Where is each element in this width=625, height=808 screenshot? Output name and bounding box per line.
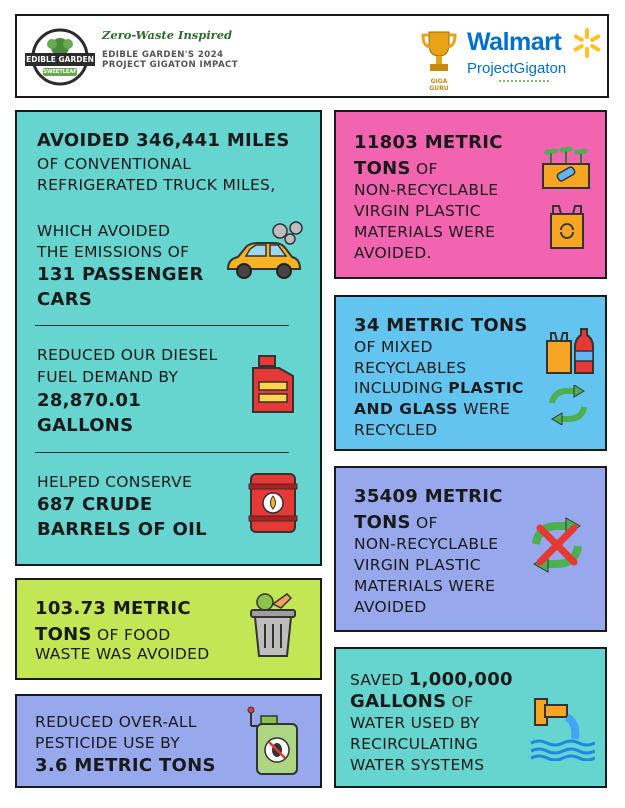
plastic1-headline: 11803 METRIC xyxy=(354,132,503,153)
divider xyxy=(35,325,289,326)
pesticide-value: 3.6 METRIC TONS xyxy=(35,755,216,776)
card-pesticide: REDUCED OVER-ALL PESTICIDE USE BY 3.6 ME… xyxy=(15,694,322,788)
card-water-saved: SAVED 1,000,000 GALLONS OF WATER USED BY… xyxy=(334,647,607,788)
recycle-plastic: PLASTIC xyxy=(448,379,524,397)
recycle-text-6: RECYCLED xyxy=(354,421,438,439)
giga-guru-logo: GIGA GURU xyxy=(420,26,458,92)
card-plastic-avoided-1: 11803 METRIC TONS OF NON-RECYCLABLE VIRG… xyxy=(334,110,607,279)
recycle-text-4: INCLUDING PLASTIC xyxy=(354,378,524,399)
card-truck-miles: AVOIDED 346,441 MILES OF CONVENTIONAL RE… xyxy=(15,110,322,566)
card-recycled: 34 METRIC TONS OF MIXED RECYCLABLES INCL… xyxy=(334,295,607,451)
food-tons: TONS xyxy=(35,624,92,645)
diesel-unit: GALLONS xyxy=(37,415,134,436)
water-of: OF xyxy=(446,693,474,711)
miles-cars-1: 131 PASSENGER xyxy=(37,264,204,285)
plastic-bag-icon xyxy=(550,205,584,249)
card-plastic-avoided-2: 35409 METRIC TONS OF NON-RECYCLABLE VIRG… xyxy=(334,466,607,632)
water-text-4: RECIRCULATING xyxy=(350,735,479,753)
miles-cars-2: CARS xyxy=(37,289,93,310)
plastic2-text-3: NON-RECYCLABLE xyxy=(354,535,499,553)
food-line2: TONS OF FOOD xyxy=(35,622,170,647)
food-of-food: OF FOOD xyxy=(91,626,171,644)
pesticide-sprayer-icon xyxy=(247,706,298,775)
plastic2-text-5: MATERIALS WERE xyxy=(354,577,496,595)
header-title-line1: EDIBLE GARDEN'S 2024 xyxy=(102,50,224,60)
plastic2-tons: TONS xyxy=(354,512,411,533)
fuel-can-icon xyxy=(252,355,294,413)
plastic1-tons: TONS xyxy=(354,158,411,179)
plastic1-of: OF xyxy=(410,160,438,178)
water-gallons: GALLONS xyxy=(350,691,447,712)
plastic2-headline: 35409 METRIC xyxy=(354,486,503,507)
tagline: Zero-Waste Inspired xyxy=(102,28,233,42)
water-text-3: WATER USED BY xyxy=(350,714,480,732)
project-gigaton-wordmark: ProjectGigaton xyxy=(467,60,567,77)
food-bin-icon xyxy=(250,593,296,657)
recycle-arrows-icon xyxy=(549,385,587,425)
diesel-text-2: FUEL DEMAND BY xyxy=(37,368,179,386)
header-title-line2: PROJECT GIGATON IMPACT xyxy=(102,60,238,70)
logo-text: EDIBLE GARDEN xyxy=(26,55,94,64)
divider xyxy=(35,452,289,453)
oil-value: 687 CRUDE xyxy=(37,494,153,515)
plastic1-line2: TONS OF xyxy=(354,156,438,181)
plastic1-text-6: AVOIDED. xyxy=(354,244,432,262)
plastic1-text-4: VIRGIN PLASTIC xyxy=(354,202,481,220)
miles-headline: AVOIDED 346,441 MILES xyxy=(37,130,290,151)
pesticide-text-1: REDUCED OVER-ALL xyxy=(35,713,197,731)
water-line1: SAVED 1,000,000 xyxy=(350,667,513,692)
oil-barrel-icon xyxy=(248,473,298,533)
oil-unit: BARRELS OF OIL xyxy=(37,519,207,540)
water-saved: SAVED xyxy=(350,671,409,689)
pesticide-text-2: PESTICIDE USE BY xyxy=(35,734,181,752)
water-value: 1,000,000 xyxy=(408,669,513,690)
miles-text-2: REFRIGERATED TRUCK MILES, xyxy=(37,176,276,194)
oil-text-1: HELPED CONSERVE xyxy=(37,473,193,491)
plastic2-of: OF xyxy=(410,514,438,532)
no-recycle-icon xyxy=(532,517,582,573)
water-line2: GALLONS OF xyxy=(350,689,473,714)
diesel-value: 28,870.01 xyxy=(37,390,142,411)
recycle-and-glass: AND GLASS xyxy=(354,400,458,418)
food-headline: 103.73 METRIC xyxy=(35,598,191,619)
walmart-wordmark: Walmart xyxy=(467,28,562,56)
edible-garden-logo: EDIBLE GARDEN SWEETLEAF xyxy=(25,28,95,86)
recycle-were: WERE xyxy=(457,400,511,418)
miles-text-1: OF CONVENTIONAL xyxy=(37,155,192,173)
logo-subtext: SWEETLEAF xyxy=(43,69,77,75)
recycle-text-5: AND GLASS WERE xyxy=(354,399,510,420)
plastic2-text-6: AVOIDED xyxy=(354,598,427,616)
gigaton-dots-decoration xyxy=(499,80,549,84)
header-banner: EDIBLE GARDEN SWEETLEAF Zero-Waste Inspi… xyxy=(15,14,609,98)
car-icon xyxy=(226,221,303,279)
diesel-text-1: REDUCED OUR DIESEL xyxy=(37,346,218,364)
plastic2-line2: TONS OF xyxy=(354,510,438,535)
walmart-spark-icon xyxy=(573,28,601,58)
water-text-5: WATER SYSTEMS xyxy=(350,756,485,774)
plastic2-text-4: VIRGIN PLASTIC xyxy=(354,556,481,574)
recycle-text-3: RECYCLABLES xyxy=(354,359,467,377)
water-pipe-icon xyxy=(530,698,595,761)
plastic1-text-3: NON-RECYCLABLE xyxy=(354,181,499,199)
trophy-icon xyxy=(421,31,457,71)
recycle-text-2: OF MIXED xyxy=(354,338,433,356)
plastic-in-soil-icon xyxy=(542,146,590,189)
bottles-icon xyxy=(546,328,594,374)
recycle-including: INCLUDING xyxy=(354,379,449,397)
food-text-3: WASTE WAS AVOIDED xyxy=(35,645,210,663)
plastic1-text-5: MATERIALS WERE xyxy=(354,223,496,241)
recycle-headline: 34 METRIC TONS xyxy=(354,315,528,336)
giga-guru-text: GIGA GURU xyxy=(429,78,449,92)
miles-text-4: THE EMISSIONS OF xyxy=(37,243,190,261)
card-food-waste: 103.73 METRIC TONS OF FOOD WASTE WAS AVO… xyxy=(15,578,322,680)
miles-text-3: WHICH AVOIDED xyxy=(37,222,171,240)
